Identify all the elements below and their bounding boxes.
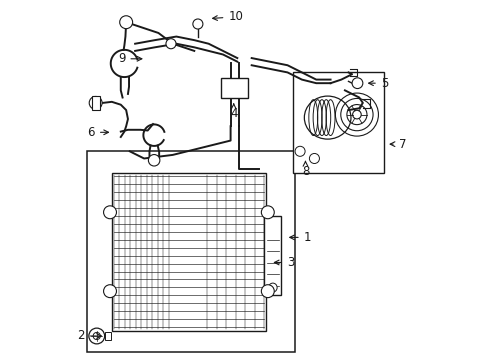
Text: 3: 3	[274, 256, 294, 269]
Bar	[292, 72, 384, 173]
Circle shape	[120, 16, 132, 29]
Circle shape	[192, 19, 203, 29]
Bar	[86, 151, 294, 352]
Bar	[264, 216, 281, 295]
Circle shape	[103, 285, 116, 298]
Text: 5: 5	[368, 77, 387, 90]
Circle shape	[93, 332, 100, 339]
Circle shape	[261, 206, 274, 219]
Bar	[112, 173, 265, 330]
Text: 6: 6	[87, 126, 108, 139]
Circle shape	[89, 96, 102, 109]
Circle shape	[89, 328, 104, 344]
Circle shape	[351, 78, 362, 89]
Circle shape	[261, 285, 274, 298]
Circle shape	[148, 154, 160, 166]
Circle shape	[103, 206, 116, 219]
Text: 2: 2	[77, 329, 101, 342]
Text: 7: 7	[389, 138, 406, 150]
Text: 1: 1	[289, 231, 310, 244]
Bar	[221, 78, 247, 98]
Text: 9: 9	[118, 52, 142, 65]
Circle shape	[165, 39, 176, 49]
Text: 4: 4	[229, 104, 237, 120]
Text: 8: 8	[301, 161, 308, 177]
Ellipse shape	[304, 96, 350, 139]
Circle shape	[309, 153, 319, 163]
Text: 10: 10	[212, 10, 243, 23]
Circle shape	[294, 146, 305, 156]
Bar	[104, 332, 111, 340]
Ellipse shape	[268, 283, 277, 292]
Bar	[92, 96, 100, 110]
